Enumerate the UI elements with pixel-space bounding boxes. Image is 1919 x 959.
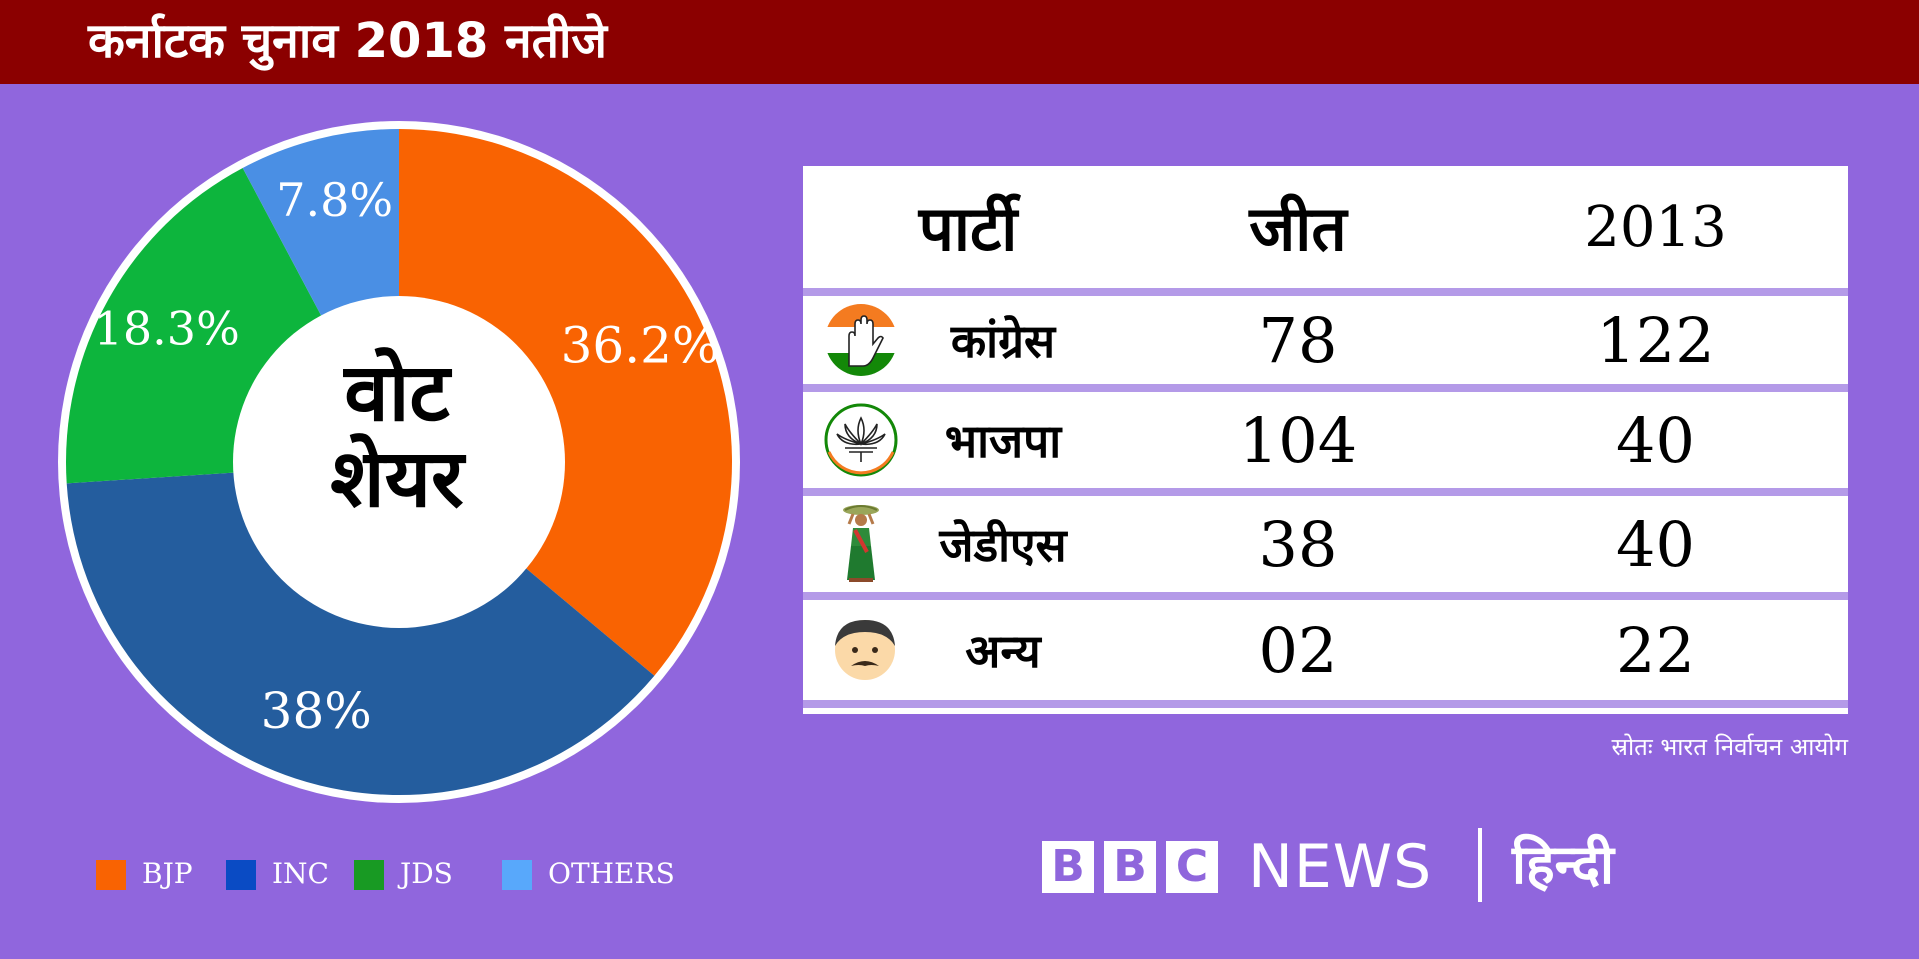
pie-label-bjp: 36.2%: [561, 316, 720, 374]
party-name: कांग्रेस: [950, 314, 1056, 368]
wins-value: 104: [1238, 403, 1358, 477]
pie-slice-inc: [66, 462, 655, 796]
bjp-lotus-icon: [824, 403, 898, 477]
pie-center-hole: [233, 296, 565, 628]
party-name: जेडीएस: [939, 518, 1067, 572]
header-wins: जीत: [1249, 192, 1347, 265]
pie-center-label: वोट शेयर: [232, 350, 562, 522]
header-party: पार्टी: [918, 192, 1018, 265]
legend-label-inc: INC: [272, 857, 329, 890]
brand-divider: [1478, 828, 1482, 902]
table-row: अन्य 02 22: [803, 600, 1848, 700]
legend-swatch-jds: [354, 860, 384, 890]
table-header-row: पार्टी जीत 2013: [803, 166, 1848, 288]
bbc-news-text: NEWS: [1248, 832, 1433, 902]
congress-hand-icon: [825, 304, 897, 376]
row-separator: [803, 488, 1848, 496]
legend-label-jds: JDS: [400, 857, 453, 890]
legend-label-bjp: BJP: [142, 857, 193, 890]
row-separator: [803, 288, 1848, 296]
pie-label-inc: 38%: [261, 682, 372, 740]
jds-farmer-woman-icon: [843, 505, 879, 582]
prev-value: 40: [1616, 403, 1695, 477]
table-row: जेडीएस 38 40: [803, 496, 1848, 592]
legend-swatch-others: [502, 860, 532, 890]
table-row: भाजपा 104 40: [803, 392, 1848, 488]
page-title: कर्नाटक चुनाव 2018 नतीजे: [88, 13, 608, 69]
header-band: कर्नाटक चुनाव 2018 नतीजे: [0, 0, 1919, 84]
party-name: भाजपा: [944, 414, 1062, 468]
wins-value: 78: [1258, 303, 1338, 377]
center-label-line1: वोट: [344, 346, 450, 439]
row-separator: [803, 384, 1848, 392]
center-label-line2: शेयर: [330, 432, 464, 525]
pie-slice-bjp: [399, 129, 732, 676]
header-2013: 2013: [1584, 194, 1727, 260]
wins-value: 38: [1258, 507, 1338, 581]
row-separator: [803, 592, 1848, 600]
legend-swatch-inc: [226, 860, 256, 890]
source-note: स्रोतः भारत निर्वाचन आयोग: [1611, 733, 1848, 761]
bbc-logo-c: C: [1166, 841, 1218, 893]
others-man-icon: [835, 620, 895, 680]
table-row: कांग्रेस 78 122: [803, 296, 1848, 384]
prev-value: 40: [1616, 507, 1695, 581]
row-separator: [803, 700, 1848, 708]
pie-label-others: 7.8%: [276, 173, 393, 227]
bbc-logo-b2: B: [1104, 841, 1156, 893]
legend-label-others: OTHERS: [548, 857, 675, 890]
party-name: अन्य: [965, 624, 1041, 678]
bbc-hindi-text: हिन्दी: [1512, 833, 1615, 896]
prev-value: 22: [1616, 613, 1695, 687]
results-table: पार्टी जीत 2013 कांग्रेस 78 122: [803, 166, 1848, 714]
bbc-logo-b1: B: [1042, 841, 1094, 893]
legend-swatch-bjp: [96, 860, 126, 890]
pie-label-jds: 18.3%: [94, 301, 240, 355]
wins-value: 02: [1258, 613, 1338, 687]
prev-value: 122: [1596, 303, 1715, 377]
vote-share-donut-chart: 36.2% 38% 18.3% 7.8%: [58, 121, 740, 803]
